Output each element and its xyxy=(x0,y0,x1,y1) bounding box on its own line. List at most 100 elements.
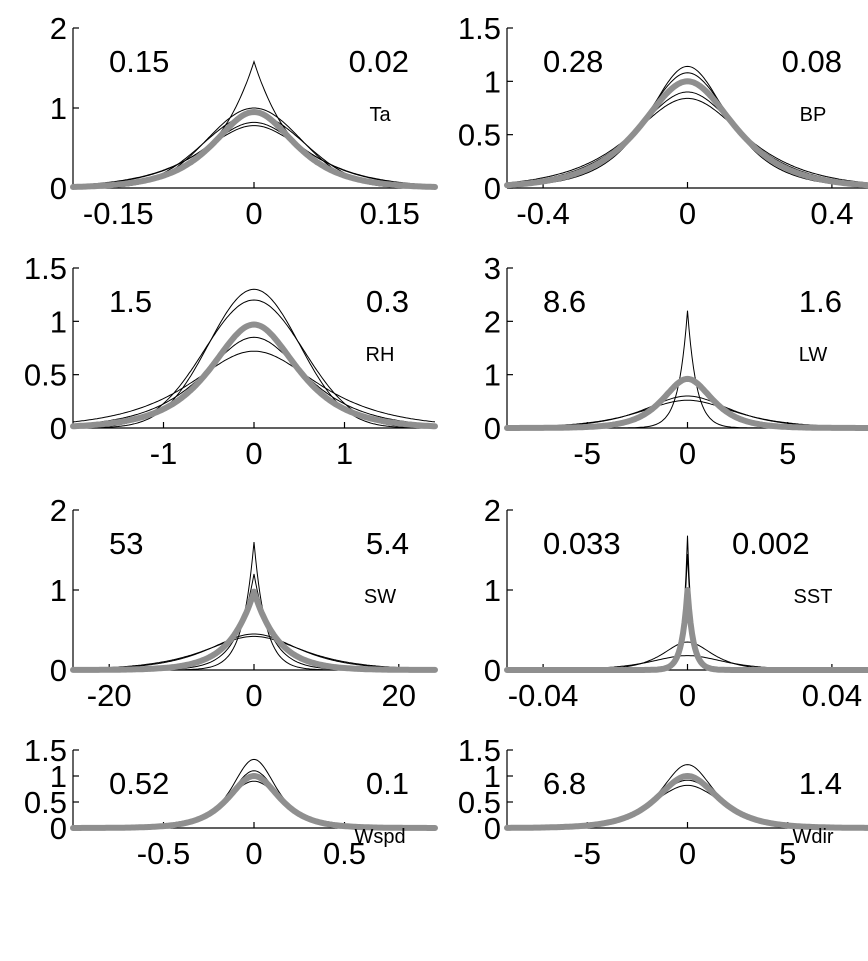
panel-sw: 0 1 2 -20 0 20 53 5.4 SW xyxy=(50,493,438,713)
y-tick-label: 1 xyxy=(484,573,501,608)
x-tick-label: -0.04 xyxy=(508,678,579,713)
x-tick-label: -0.15 xyxy=(83,196,154,231)
panel-ta: 0 1 2 -0.15 0 0.15 0.15 0.02 Ta xyxy=(50,11,438,231)
y-tick-label: 3 xyxy=(484,251,501,286)
x-tick-label: 0.5 xyxy=(323,836,366,871)
y-tick-label: 1.5 xyxy=(458,733,501,768)
left-value-label: 0.033 xyxy=(543,526,621,561)
right-value-label: 0.08 xyxy=(782,44,842,79)
y-tick-label: 1 xyxy=(484,358,501,393)
series-line xyxy=(72,121,436,187)
y-tick-label: 1 xyxy=(50,304,67,339)
x-tick-label: 0.4 xyxy=(810,196,853,231)
variable-label: SW xyxy=(364,586,396,608)
x-tick-label: 0 xyxy=(679,196,696,231)
mean-line xyxy=(70,773,438,831)
panel-rh: 0 0.5 1 1.5 -1 0 1 1.5 0.3 RH xyxy=(24,251,438,471)
mean-line xyxy=(504,78,868,189)
right-value-label: 0.1 xyxy=(366,766,409,801)
panel-lw: 0 1 2 3 -5 0 5 8.6 1.6 LW xyxy=(484,251,868,471)
x-tick-label: -0.4 xyxy=(516,196,569,231)
y-tick-label: 2 xyxy=(484,304,501,339)
left-value-label: 6.8 xyxy=(543,766,586,801)
x-tick-label: 5 xyxy=(779,836,796,871)
x-tick-label: 20 xyxy=(382,678,416,713)
series-line xyxy=(506,65,868,187)
variable-label: Wdir xyxy=(792,826,833,848)
left-value-label: 1.5 xyxy=(109,284,152,319)
y-tick-label: 0.5 xyxy=(458,785,501,820)
x-tick-label: 0 xyxy=(245,678,262,713)
x-tick-label: 0 xyxy=(679,836,696,871)
y-tick-label: 0 xyxy=(484,411,501,446)
x-tick-label: -1 xyxy=(150,436,178,471)
x-tick-label: -20 xyxy=(87,678,132,713)
x-tick-label: 0 xyxy=(679,678,696,713)
right-value-label: 1.4 xyxy=(799,766,842,801)
mean-line xyxy=(504,773,868,831)
x-tick-label: -5 xyxy=(573,836,601,871)
left-value-label: 0.28 xyxy=(543,44,603,79)
x-tick-label: -5 xyxy=(573,436,601,471)
mean-line xyxy=(70,109,438,190)
series-line xyxy=(72,635,436,670)
left-value-label: 0.52 xyxy=(109,766,169,801)
series-line xyxy=(507,310,868,429)
y-tick-label: 1 xyxy=(484,759,501,794)
y-tick-label: 0.5 xyxy=(24,358,67,393)
mean-line xyxy=(504,375,868,431)
right-value-label: 5.4 xyxy=(366,526,409,561)
mean-line xyxy=(70,588,438,673)
y-tick-label: 0 xyxy=(50,411,67,446)
left-value-label: 8.6 xyxy=(543,284,586,319)
series-line xyxy=(72,336,436,426)
y-tick-label: 2 xyxy=(484,493,501,528)
variable-label: RH xyxy=(366,344,395,366)
x-tick-label: 1 xyxy=(336,436,353,471)
x-tick-label: 0.04 xyxy=(802,678,862,713)
y-tick-label: 0 xyxy=(50,811,67,846)
variable-label: Ta xyxy=(369,104,391,126)
x-tick-label: 0 xyxy=(245,436,262,471)
right-value-label: 0.02 xyxy=(349,44,409,79)
variable-label: Wspd xyxy=(354,826,405,848)
y-tick-label: 1 xyxy=(50,91,67,126)
right-value-label: 0.002 xyxy=(732,526,810,561)
y-tick-label: 1.5 xyxy=(24,251,67,286)
y-tick-label: 2 xyxy=(50,11,67,46)
y-tick-label: 0 xyxy=(50,653,67,688)
y-tick-label: 0 xyxy=(50,171,67,206)
y-tick-label: 0.5 xyxy=(24,785,67,820)
y-tick-label: 2 xyxy=(50,493,67,528)
panel-bp: 0 0.5 1 1.5 -0.4 0 0.4 0.28 0.08 BP xyxy=(458,11,868,231)
series-line xyxy=(72,350,436,423)
x-tick-label: 5 xyxy=(779,436,796,471)
series-line xyxy=(506,97,868,184)
y-tick-label: 1 xyxy=(484,64,501,99)
y-tick-label: 0 xyxy=(484,811,501,846)
x-tick-label: 0 xyxy=(679,436,696,471)
series-line xyxy=(506,72,868,187)
right-value-label: 1.6 xyxy=(799,284,842,319)
variable-label: LW xyxy=(799,344,828,366)
series-line xyxy=(72,125,436,186)
variable-label: BP xyxy=(800,104,827,126)
series-line xyxy=(73,633,435,670)
y-tick-label: 1.5 xyxy=(458,11,501,46)
series-line xyxy=(72,288,436,429)
mean-line xyxy=(504,587,868,673)
x-tick-label: 0.15 xyxy=(360,196,420,231)
left-value-label: 53 xyxy=(109,526,143,561)
y-tick-label: 0 xyxy=(484,653,501,688)
y-tick-label: 0.5 xyxy=(458,118,501,153)
x-tick-label: 0 xyxy=(245,196,262,231)
x-tick-label: -0.5 xyxy=(137,836,190,871)
mean-line xyxy=(70,321,438,430)
y-tick-label: 0 xyxy=(484,171,501,206)
y-tick-label: 1.5 xyxy=(24,733,67,768)
y-tick-label: 1 xyxy=(50,573,67,608)
